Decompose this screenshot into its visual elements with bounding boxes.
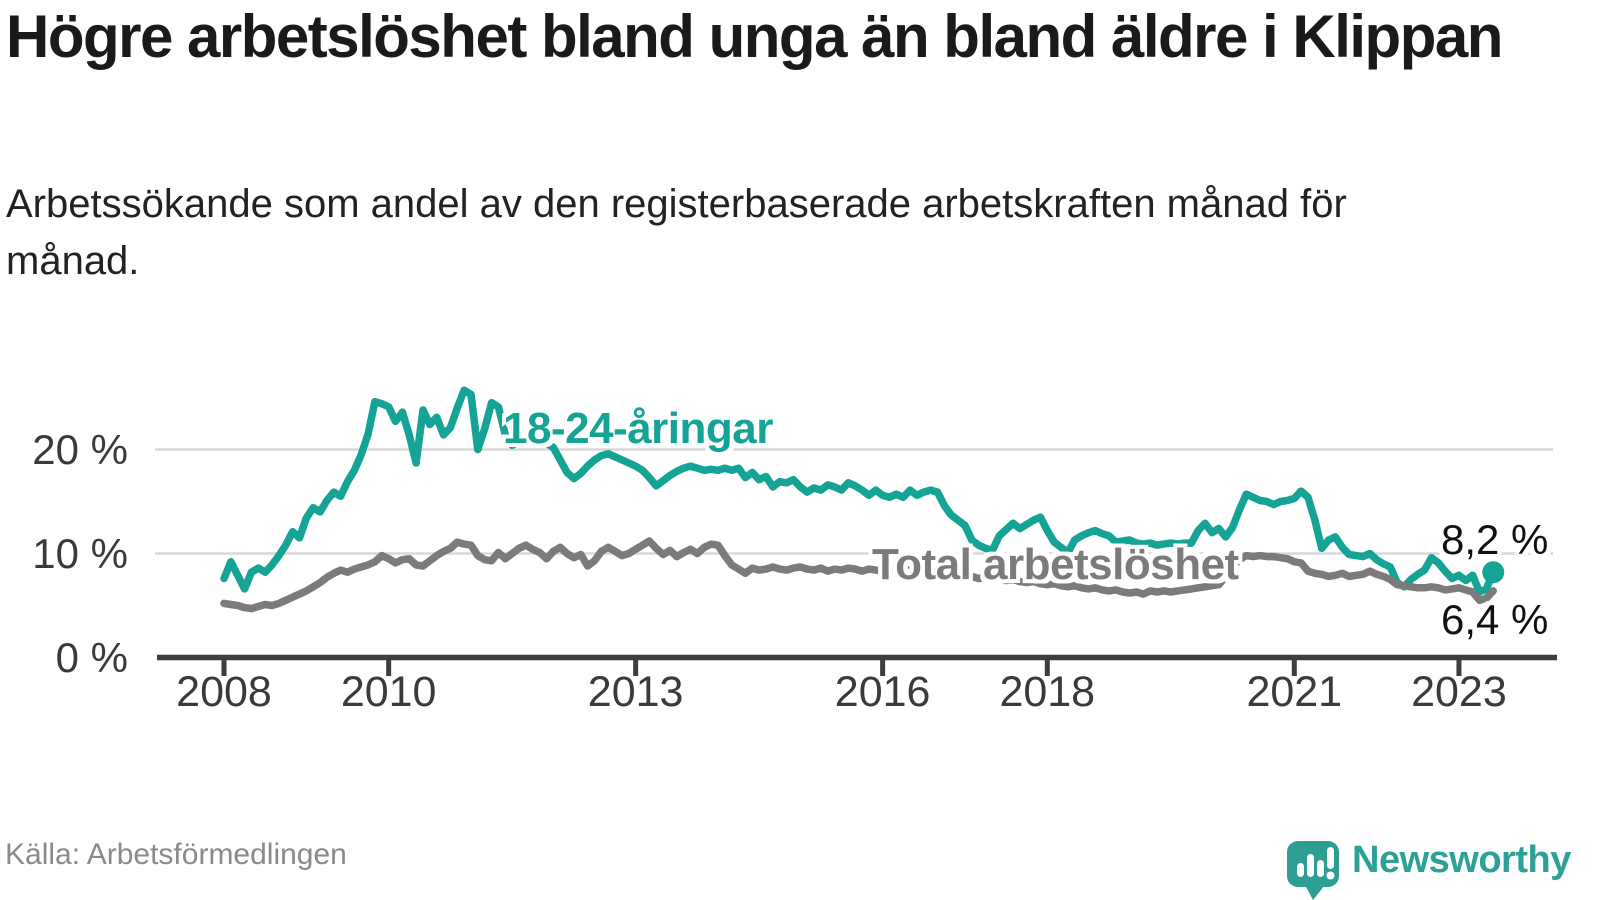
end-value-total: 6,4 % [1441,596,1549,643]
x-axis-label-2018: 2018 [999,668,1096,716]
end-value-youth: 8,2 % [1441,516,1549,563]
source-note: Källa: Arbetsförmedlingen [5,838,347,871]
newsworthy-logo-icon [1287,841,1339,900]
y-axis-label-0: 0 % [55,633,128,681]
y-axis-label-20: 20 % [32,425,128,473]
logo-exclamation-bar [1327,847,1334,869]
newsworthy-logo-text: Newsworthy [1352,839,1571,881]
x-axis-label-2013: 2013 [587,668,684,716]
youth-end-dot [1482,561,1505,584]
page-title: Högre arbetslöshet bland unga än bland ä… [6,3,1503,70]
youth-series-line [220,386,1497,596]
logo-bar-1 [1297,863,1304,877]
total-series-line [220,537,1497,613]
series-label-youth: 18-24-åringar [503,404,773,453]
series-label-total: Total arbetslöshet [872,540,1239,589]
logo-bar-3 [1317,860,1324,877]
y-axis-label-10: 10 % [32,529,128,577]
page-subtitle: Arbetssökande som andel av den registerb… [6,182,1347,283]
logo-exclamation-dot [1326,871,1335,880]
newsworthy-logo[interactable]: Newsworthy [1286,839,1598,900]
x-axis-label-2023: 2023 [1411,668,1507,716]
logo-bar-2 [1307,854,1314,877]
x-axis-label-2010: 2010 [340,668,437,716]
x-axis-label-2016: 2016 [834,668,931,716]
x-axis-label-2021: 2021 [1246,668,1343,716]
x-axis-label-2008: 2008 [176,668,272,716]
